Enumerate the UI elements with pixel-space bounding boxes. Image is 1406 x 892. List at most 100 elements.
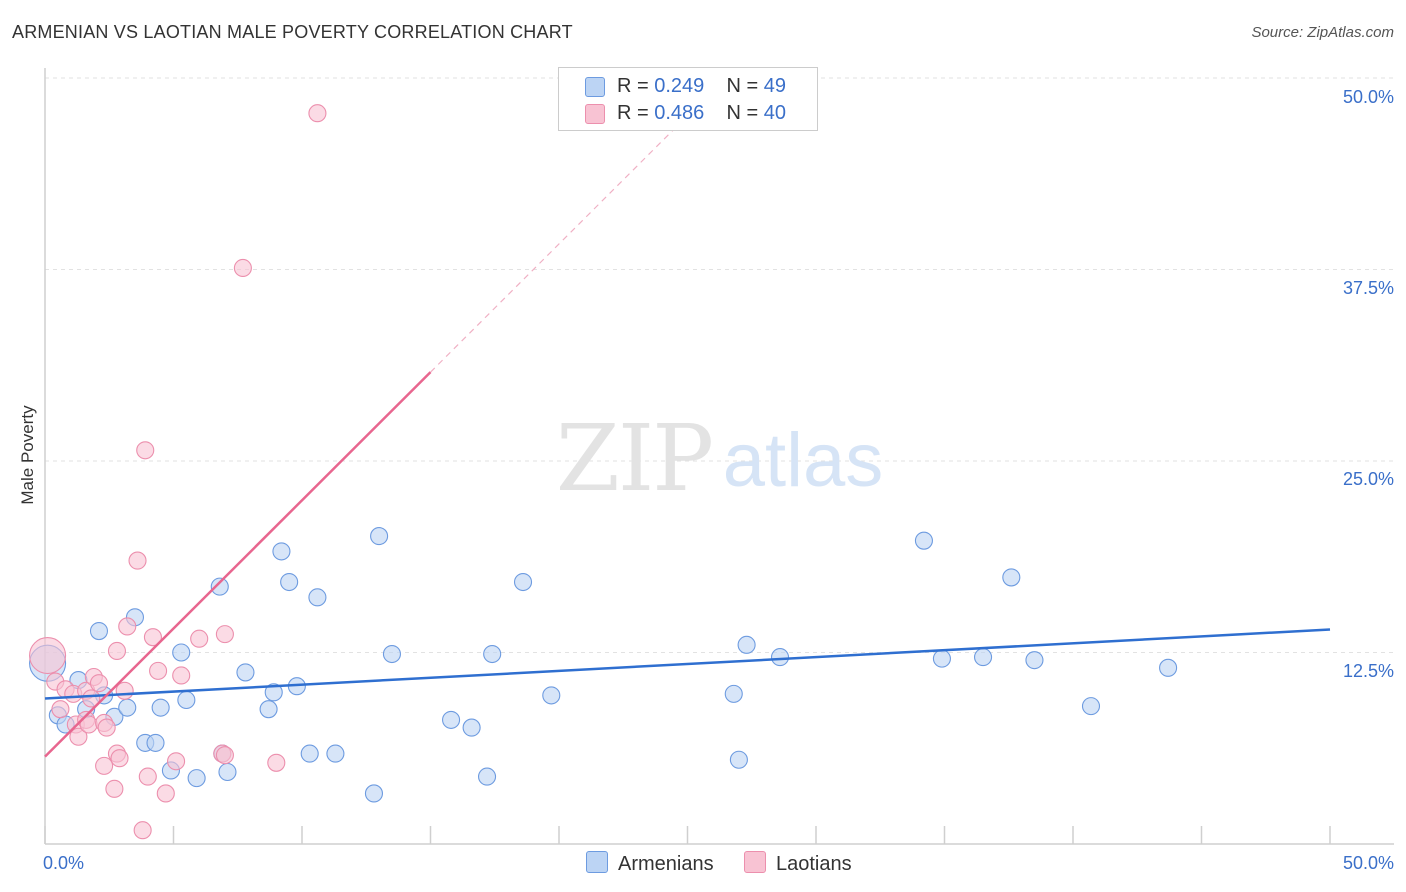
laotian-point bbox=[29, 637, 67, 675]
armenian-point bbox=[513, 572, 533, 592]
armenian-point bbox=[442, 710, 461, 729]
laotian-point bbox=[143, 628, 162, 647]
armenian-point bbox=[218, 762, 237, 782]
laotian-point bbox=[172, 666, 191, 685]
r-label: R = bbox=[617, 75, 649, 97]
armenian-point bbox=[973, 648, 993, 667]
armenian-swatch bbox=[585, 77, 605, 97]
y-tick-25: 25.0% bbox=[1342, 469, 1394, 489]
armenian-point bbox=[364, 784, 384, 803]
armenian-point bbox=[151, 698, 170, 717]
laotian-point bbox=[105, 779, 124, 798]
laotian-point bbox=[233, 258, 252, 278]
armenian-point bbox=[542, 686, 561, 705]
armenian-point bbox=[382, 644, 402, 664]
laotian-point bbox=[89, 674, 109, 693]
laotian-point bbox=[118, 617, 137, 636]
y-tick-37-5: 37.5% bbox=[1342, 278, 1394, 298]
stats-legend: R = 0.249 N = 49 R = 0.486 N = 40 bbox=[558, 67, 818, 131]
laotian-swatch bbox=[744, 851, 766, 873]
laotian-point bbox=[133, 821, 152, 840]
laotian-point bbox=[95, 756, 114, 775]
laotian-point bbox=[267, 753, 286, 772]
r-value: 0.486 bbox=[654, 102, 705, 124]
armenian-point bbox=[146, 733, 165, 752]
r-value: 0.249 bbox=[654, 75, 705, 97]
n-label: N = bbox=[726, 75, 759, 97]
armenian-points bbox=[29, 527, 1178, 803]
armenian-point bbox=[462, 718, 481, 737]
trend-lines bbox=[44, 128, 1331, 758]
laotian-point bbox=[215, 746, 234, 765]
armenian-point bbox=[89, 622, 109, 641]
laotian-trend-line bbox=[44, 371, 432, 758]
armenian-swatch bbox=[586, 851, 608, 873]
armenian-point bbox=[172, 643, 191, 662]
laotian-point bbox=[107, 641, 127, 661]
laotian-trend-extension bbox=[430, 128, 676, 373]
n-value: 49 bbox=[763, 75, 787, 97]
r-label: R = bbox=[617, 102, 649, 124]
y-tick-50: 50.0% bbox=[1342, 87, 1394, 107]
n-label: N = bbox=[726, 102, 759, 124]
x-tick-min: 0.0% bbox=[43, 853, 85, 873]
n-value: 40 bbox=[763, 102, 787, 124]
armenian-point bbox=[1002, 568, 1021, 587]
laotian-point bbox=[69, 727, 88, 746]
armenian-point bbox=[118, 698, 137, 717]
armenian-point bbox=[1159, 658, 1178, 677]
chart-title: ARMENIAN VS LAOTIAN MALE POVERTY CORRELA… bbox=[12, 22, 573, 42]
laotian-point bbox=[136, 441, 155, 460]
armenian-point bbox=[737, 635, 756, 654]
legend-laotians[interactable]: Laotians bbox=[744, 851, 852, 876]
armenian-point bbox=[724, 684, 743, 703]
laotian-point bbox=[215, 625, 234, 644]
armenian-point bbox=[300, 744, 319, 763]
armenian-point bbox=[187, 769, 206, 788]
watermark-zip: ZIP bbox=[556, 405, 712, 512]
watermark-atlas: atlas bbox=[723, 418, 884, 503]
laotian-point bbox=[190, 629, 209, 648]
laotian-point bbox=[156, 784, 175, 803]
laotian-point bbox=[51, 700, 70, 719]
laotian-point bbox=[167, 752, 186, 771]
gridlines bbox=[45, 77, 1394, 653]
laotian-point bbox=[82, 689, 101, 708]
source-label: Source: ZipAtlas.com bbox=[1251, 24, 1394, 41]
laotian-swatch bbox=[585, 104, 605, 124]
axes bbox=[44, 68, 1394, 845]
armenian-point bbox=[272, 542, 291, 561]
armenian-point bbox=[1025, 651, 1044, 670]
laotian-point bbox=[128, 551, 147, 570]
armenian-point bbox=[259, 700, 278, 719]
armenian-point bbox=[770, 648, 790, 667]
armenian-point bbox=[483, 644, 502, 664]
armenian-point bbox=[264, 683, 283, 702]
armenian-point bbox=[1081, 697, 1101, 716]
legend-armenians[interactable]: Armenians bbox=[586, 851, 714, 876]
armenian-point bbox=[914, 531, 933, 550]
armenian-trend-line bbox=[44, 628, 1331, 700]
watermark: ZIP atlas bbox=[556, 405, 883, 512]
legend-laotians-label: Laotians bbox=[776, 853, 852, 875]
laotian-point bbox=[308, 104, 327, 123]
laotian-point bbox=[149, 661, 168, 680]
laotian-point bbox=[97, 718, 116, 737]
laotian-point bbox=[110, 749, 129, 768]
legend-armenians-label: Armenians bbox=[618, 853, 714, 875]
armenian-point bbox=[370, 527, 389, 546]
armenian-point bbox=[932, 649, 951, 668]
armenian-point bbox=[326, 744, 345, 763]
y-tick-12-5: 12.5% bbox=[1342, 661, 1394, 681]
armenian-point bbox=[210, 577, 229, 596]
armenian-point bbox=[177, 690, 196, 710]
laotian-points bbox=[29, 104, 327, 840]
armenian-point bbox=[236, 663, 255, 682]
armenian-point bbox=[477, 767, 497, 786]
laotian-point bbox=[138, 767, 157, 786]
armenian-point bbox=[280, 572, 299, 592]
armenian-point bbox=[308, 588, 327, 607]
armenian-point bbox=[729, 750, 748, 769]
x-tick-max: 50.0% bbox=[1342, 853, 1394, 873]
